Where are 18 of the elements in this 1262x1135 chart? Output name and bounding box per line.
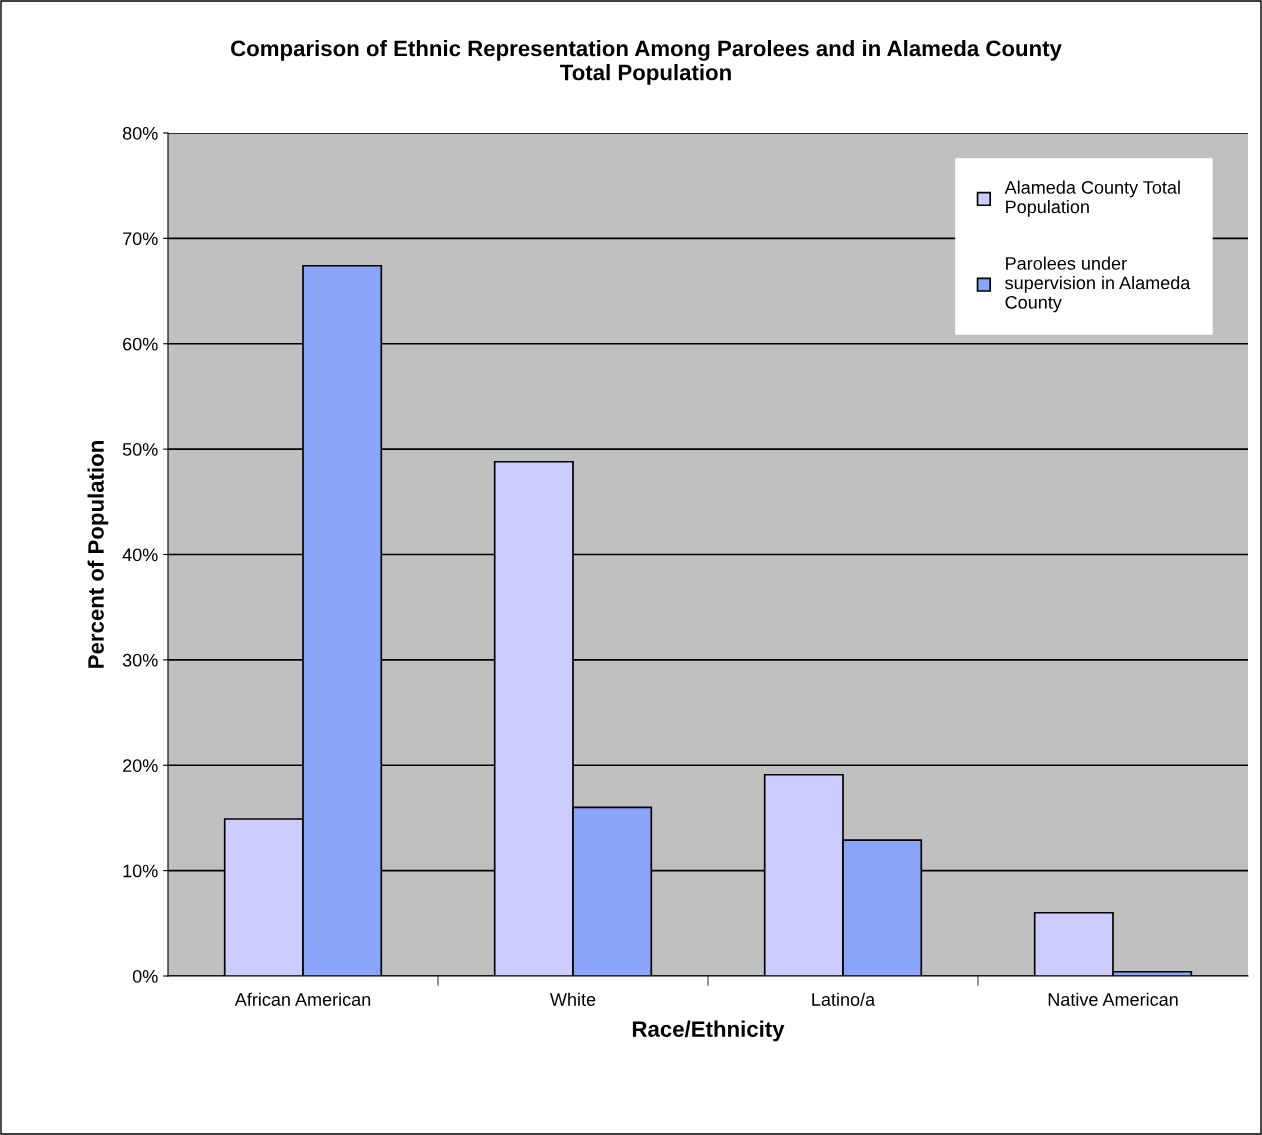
y-tick-label: 80% bbox=[122, 126, 158, 140]
x-tick-label: African American bbox=[234, 992, 371, 1006]
x-tick-label: White bbox=[550, 992, 596, 1006]
y-tick-label: 50% bbox=[122, 443, 158, 456]
x-tick-label: Latino/a bbox=[812, 992, 876, 1006]
y-axis-title: Percent of Population bbox=[87, 441, 109, 668]
y-tick-label: 0% bbox=[132, 969, 158, 983]
y-tick-label: 30% bbox=[122, 653, 158, 667]
y-tick-label: 20% bbox=[123, 759, 158, 772]
chart-title: Comparison of Ethnic Representation Among Parolees and in Alameda County Total Population bbox=[231, 40, 1062, 85]
y-tick-label: 60% bbox=[123, 337, 158, 351]
y-tick-label: 40% bbox=[122, 548, 158, 562]
y-tick-label: 10% bbox=[123, 864, 158, 878]
legend-label: Parolees under supervision in Alameda County bbox=[1005, 256, 1191, 313]
y-tick-label: 70% bbox=[123, 232, 158, 246]
x-axis-title: Race/Ethnicity bbox=[632, 1020, 785, 1042]
legend-label: Alameda County Total Population bbox=[1004, 180, 1180, 217]
x-tick-label: Native American bbox=[1048, 992, 1178, 1006]
